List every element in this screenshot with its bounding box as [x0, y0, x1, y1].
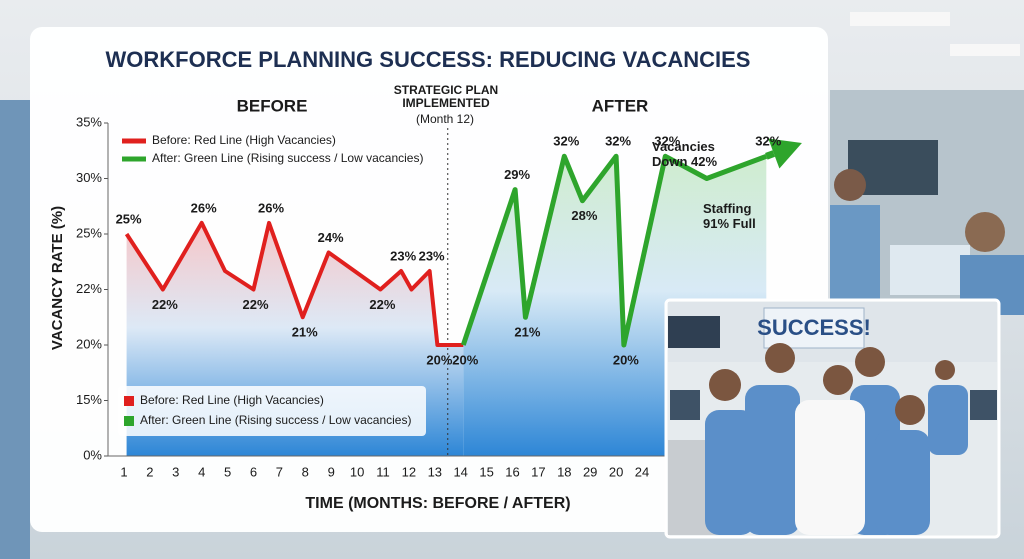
- data-label: 20%: [452, 352, 478, 367]
- y-axis-title: VACANCY RATE (%): [49, 206, 66, 350]
- divider-label: STRATEGIC PLAN IMPLEMENTED: [393, 83, 499, 110]
- data-label: 21%: [292, 325, 318, 340]
- legend-label: Before: Red Line (High Vacancies): [140, 393, 324, 407]
- line: [124, 220, 464, 347]
- banner: SUCCESS!: [757, 315, 871, 340]
- x-tick-label: 6: [250, 464, 257, 479]
- section-label: BEFORE: [237, 96, 308, 115]
- x-tick-label: 29: [583, 464, 597, 479]
- background: [0, 12, 1024, 559]
- arrow-shaft: [765, 150, 776, 160]
- annotation: Vacancies Down 42%: [652, 139, 718, 169]
- x-tick-label: 17: [531, 464, 545, 479]
- photo-inset: SUCCESS!: [664, 298, 1001, 539]
- y-tick-label: 35%: [76, 114, 102, 129]
- data-label: 20%: [613, 352, 639, 367]
- arrow-head: [768, 138, 802, 169]
- x-tick-label: 12: [402, 464, 416, 479]
- data-label: 32%: [755, 134, 781, 149]
- data-label: 32%: [654, 134, 680, 149]
- x-tick-label: 11: [376, 464, 390, 479]
- legend: Before: Red Line (High Vacancies) After: …: [122, 133, 423, 165]
- line: [460, 153, 768, 348]
- data-label: 23%: [390, 248, 416, 263]
- data-label: 25%: [116, 211, 142, 226]
- x-tick-label: 9: [328, 464, 335, 479]
- y-tick-label: 22%: [76, 281, 102, 296]
- x-tick-label: 24: [635, 464, 649, 479]
- x-tick-label: 1: [120, 464, 127, 479]
- data-label: 28%: [571, 208, 597, 223]
- data-label: 26%: [191, 200, 217, 215]
- data-label: 32%: [553, 134, 579, 149]
- data-label: 32%: [605, 134, 631, 149]
- legend-label: After: Green Line (Rising success / Low …: [140, 413, 411, 427]
- x-tick-label: 18: [557, 464, 571, 479]
- y-tick-label: 20%: [76, 336, 102, 351]
- data-label: 22%: [242, 297, 268, 312]
- x-tick-label: 20: [609, 464, 623, 479]
- data-label: 22%: [369, 297, 395, 312]
- data-label: 21%: [514, 325, 540, 340]
- x-tick-label: 10: [350, 464, 364, 479]
- legend-swatch: [124, 416, 134, 426]
- x-tick-label: 15: [479, 464, 493, 479]
- data-label: 22%: [152, 297, 178, 312]
- x-axis-title: TIME (MONTHS: BEFORE / AFTER): [305, 495, 570, 512]
- data-label: 20%: [426, 352, 452, 367]
- legend-label: Before: Red Line (High Vacancies): [152, 133, 336, 147]
- x-tick-label: 13: [428, 464, 442, 479]
- section-label: AFTER: [592, 96, 649, 115]
- x-tick-label: 4: [198, 464, 205, 479]
- legend-swatch: [124, 396, 134, 406]
- data-label: 26%: [258, 200, 284, 215]
- x-tick-label: 2: [146, 464, 153, 479]
- y-tick-label: 30%: [76, 170, 102, 185]
- chart-title: WORKFORCE PLANNING SUCCESS: REDUCING VAC…: [106, 47, 751, 72]
- divider-note: (Month 12): [416, 112, 474, 126]
- legend: Before: Red Line (High Vacancies) After: …: [118, 386, 426, 436]
- x-tick-label: 16: [505, 464, 519, 479]
- x-tick-label: 5: [224, 464, 231, 479]
- data-label: 24%: [318, 230, 344, 245]
- y-tick-label: 25%: [76, 225, 102, 240]
- x-tick-label: 14: [453, 464, 467, 479]
- x-tick-label: 8: [302, 464, 309, 479]
- y-tick-label: 15%: [76, 392, 102, 407]
- annotation: Staffing 91% Full: [703, 201, 756, 231]
- legend-box: [118, 386, 426, 436]
- y-tick-label: 0%: [83, 447, 102, 462]
- x-tick-label: 3: [172, 464, 179, 479]
- data-label: 29%: [504, 167, 530, 182]
- legend-label: After: Green Line (Rising success / Low …: [152, 151, 423, 165]
- x-tick-label: 7: [276, 464, 283, 479]
- data-label: 23%: [419, 248, 445, 263]
